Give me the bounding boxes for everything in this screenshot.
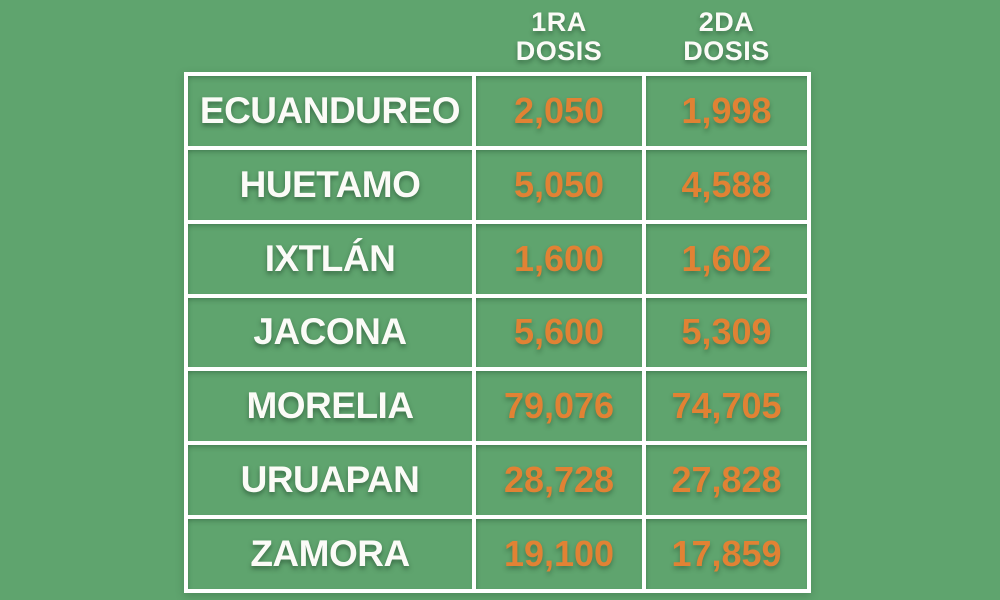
column-header-2da-dosis: 2DA DOSIS	[683, 7, 770, 67]
dose1-value: 2,050	[476, 76, 642, 146]
dose2-value: 17,859	[646, 519, 807, 589]
municipality-name: ECUANDUREO	[188, 76, 472, 146]
municipality-name: HUETAMO	[188, 149, 472, 220]
vaccination-table: ECUANDUREO 2,050 1,998 HUETAMO 5,050 4,5…	[184, 72, 811, 593]
dose2-value: 27,828	[646, 445, 807, 516]
dose1-value: 5,050	[476, 149, 642, 220]
dose1-value: 28,728	[476, 445, 642, 516]
dose1-value: 1,600	[476, 223, 642, 294]
municipality-name: URUAPAN	[188, 445, 472, 516]
municipality-name: IXTLÁN	[188, 223, 472, 294]
dose2-value: 1,998	[646, 76, 807, 146]
dose1-value: 79,076	[476, 371, 642, 442]
dose2-value: 1,602	[646, 223, 807, 294]
dose1-value: 5,600	[476, 297, 642, 368]
municipality-name: MORELIA	[188, 371, 472, 442]
column-header-1ra-dosis: 1RA DOSIS	[515, 7, 603, 67]
municipality-name: ZAMORA	[188, 519, 472, 589]
dose2-value: 74,705	[646, 371, 807, 442]
dose2-value: 4,588	[646, 149, 807, 220]
dose1-value: 19,100	[476, 519, 642, 589]
municipality-name: JACONA	[188, 297, 472, 368]
dose2-value: 5,309	[646, 297, 807, 368]
